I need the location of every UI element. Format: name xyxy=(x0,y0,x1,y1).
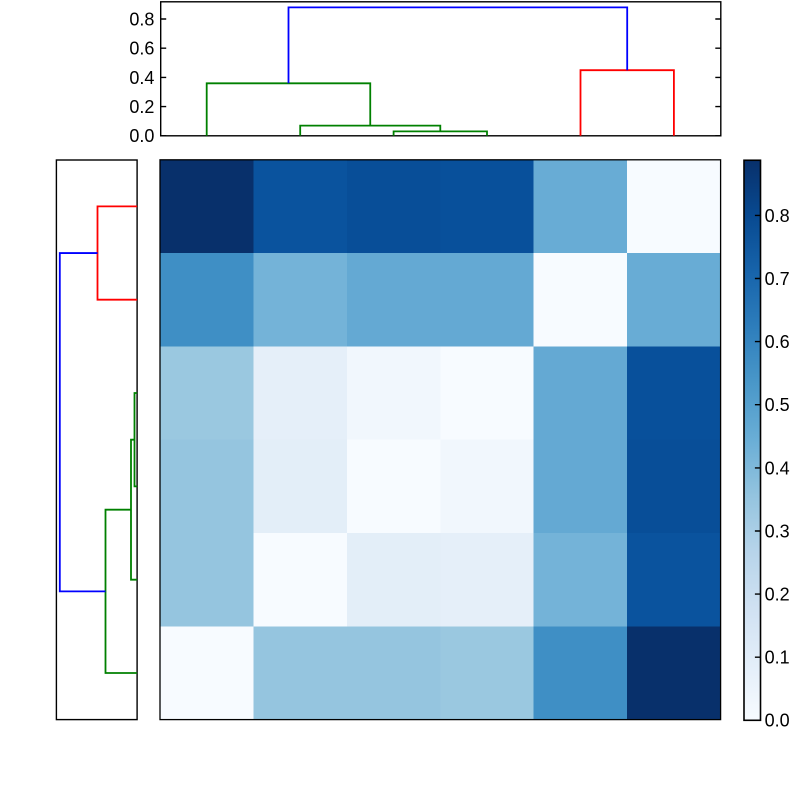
svg-text:0.5: 0.5 xyxy=(765,395,790,415)
svg-text:0.4: 0.4 xyxy=(129,68,154,88)
svg-text:0.8: 0.8 xyxy=(765,206,790,226)
svg-text:0.0: 0.0 xyxy=(129,126,154,146)
svg-text:0.1: 0.1 xyxy=(765,648,790,668)
svg-text:0.4: 0.4 xyxy=(765,458,790,478)
svg-text:0.6: 0.6 xyxy=(765,332,790,352)
svg-text:0.7: 0.7 xyxy=(765,269,790,289)
svg-text:0.6: 0.6 xyxy=(129,39,154,59)
svg-text:0.2: 0.2 xyxy=(129,97,154,117)
svg-text:0.8: 0.8 xyxy=(129,9,154,29)
svg-text:0.2: 0.2 xyxy=(765,585,790,605)
svg-text:0.0: 0.0 xyxy=(765,711,790,731)
svg-text:0.3: 0.3 xyxy=(765,521,790,541)
